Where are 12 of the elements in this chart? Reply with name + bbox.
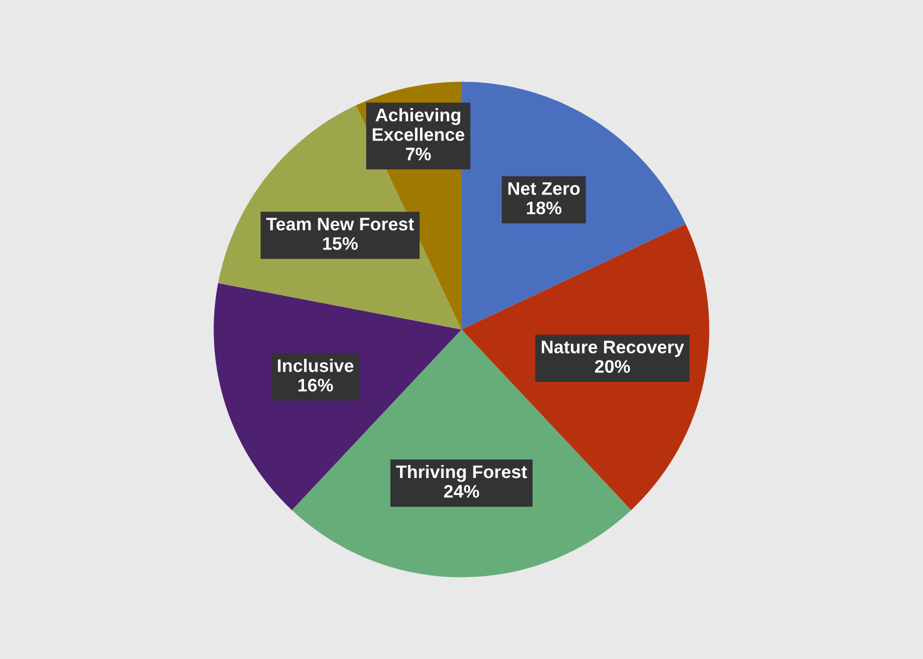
slice-label: Thriving Forest <box>396 464 527 482</box>
data-label: 24% <box>444 484 480 498</box>
slice-label: Achieving Excellence <box>372 108 464 141</box>
data-label: 18% <box>526 202 562 214</box>
data-label: 16% <box>298 378 333 392</box>
slice-label: Nature Recovery <box>542 340 684 357</box>
slice-label: Team New Forest <box>266 218 414 230</box>
data-label: 20% <box>594 360 630 373</box>
data-label: 15% <box>323 237 358 250</box>
slice-label: Net Zero <box>508 182 580 195</box>
data-label: 7% <box>406 148 431 160</box>
slice-label: Inclusive <box>278 358 354 372</box>
